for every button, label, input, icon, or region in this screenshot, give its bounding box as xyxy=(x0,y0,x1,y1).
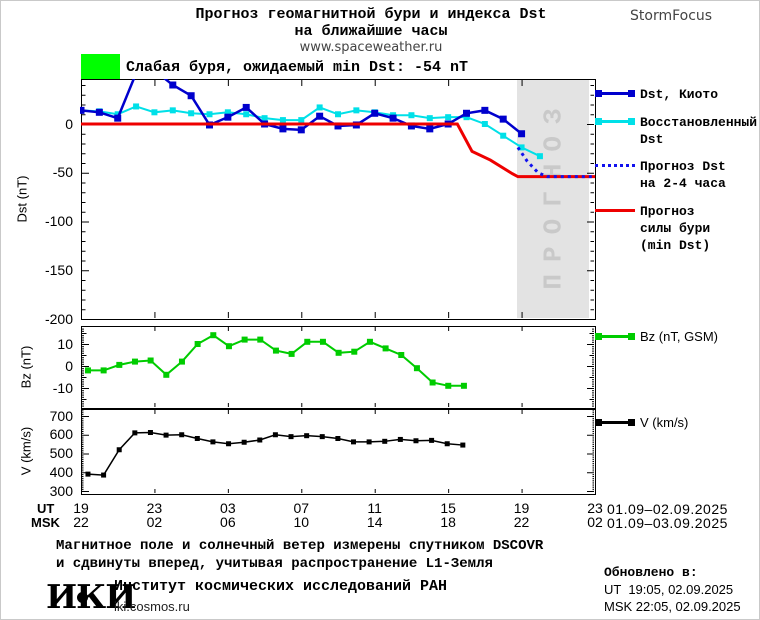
y-tick-label: 600 xyxy=(49,426,73,443)
legend-bz: Bz (nT, GSM) xyxy=(595,328,718,344)
forecast-region-label: ПРОГНОЗ xyxy=(538,96,569,290)
dst-restored-label: Восстановленный Dst xyxy=(640,115,758,147)
measurement-note-line1: Магнитное поле и солнечный ветер измерен… xyxy=(56,538,544,554)
storm-strength-label: Прогноз силы бури (min Dst) xyxy=(640,204,711,253)
msk-hour-label: 02 xyxy=(146,514,163,530)
y-tick-label: 10 xyxy=(57,335,73,352)
y-tick-label: 500 xyxy=(49,445,73,461)
ut-axis-key: UT xyxy=(37,501,55,516)
measurement-note-line2: и сдвинуты вперед, учитывая распростране… xyxy=(56,556,493,572)
dst-restored-swatch xyxy=(595,114,635,129)
updated-ut: UT 19:05, 02.09.2025 xyxy=(604,582,734,597)
msk-hour-label: 22 xyxy=(513,514,530,530)
updated-label: Обновлено в: xyxy=(604,565,698,580)
msk-hour-label: 14 xyxy=(366,514,383,530)
msk-hour-label: 18 xyxy=(440,514,456,530)
page-subtitle: на ближайшие часы xyxy=(294,23,448,40)
y-tick-label: -10 xyxy=(52,379,73,396)
iki-logo: ИКИ xyxy=(46,577,136,616)
title-block: Прогноз геомагнитной бури и индекса Dst … xyxy=(1,6,741,55)
legend-dst-restored: Восстановленный Dst xyxy=(595,113,757,148)
ut-hour-label: 19 xyxy=(73,500,89,516)
dst-forecast-swatch xyxy=(595,158,635,173)
ut-date-range: 01.09–02.09.2025 xyxy=(607,501,728,517)
y-tick-label: 0 xyxy=(65,357,73,374)
msk-hour-label: 22 xyxy=(73,514,89,530)
y-tick-label: -150 xyxy=(44,261,73,278)
ut-hour-label: 03 xyxy=(220,500,236,516)
y-tick-label: 0 xyxy=(65,115,73,132)
y-tick-label: -100 xyxy=(44,213,73,229)
site-url: www.spaceweather.ru xyxy=(299,40,443,55)
institute-site: iki.cosmos.ru xyxy=(114,599,190,614)
ut-hour-label: 19 xyxy=(513,500,530,516)
bz-label: Bz (nT, GSM) xyxy=(640,329,719,344)
y-tick-label: -50 xyxy=(52,164,73,181)
msk-axis-key: MSK xyxy=(31,515,60,530)
storm-alert-label: Слабая буря, ожидаемый min Dst: -54 nT xyxy=(126,59,469,76)
page-title: Прогноз геомагнитной бури и индекса Dst xyxy=(195,6,547,23)
ut-hour-label: 23 xyxy=(587,500,603,516)
dst-kyoto-swatch xyxy=(595,86,635,101)
iki-logo-circle xyxy=(77,592,88,603)
brand-label: StormFocus xyxy=(630,8,713,24)
institute-name: Институт космических исследований РАН xyxy=(114,578,448,595)
bz-swatch xyxy=(595,329,635,344)
y-tick-label: -200 xyxy=(44,310,73,327)
legend-dst-forecast: Прогноз Dst на 2-4 часа xyxy=(595,157,726,192)
v-label: V (km/s) xyxy=(640,415,689,430)
ut-hour-label: 23 xyxy=(146,500,163,516)
ut-hour-label: 07 xyxy=(293,500,310,516)
legend-v: V (km/s) xyxy=(595,414,688,430)
y-tick-label: 400 xyxy=(49,463,73,480)
msk-hour-label: 10 xyxy=(293,514,310,530)
updated-msk: MSK 22:05, 02.09.2025 xyxy=(604,599,741,614)
storm-level-swatch xyxy=(81,54,120,80)
forecast-region-label-box: ПРОГНОЗ xyxy=(517,80,590,318)
storm-strength-swatch xyxy=(595,203,635,218)
msk-hour-label: 06 xyxy=(220,514,236,530)
dst-forecast-label: Прогноз Dst на 2-4 часа xyxy=(640,159,726,191)
ut-hour-label: 11 xyxy=(367,500,382,516)
legend-storm-strength: Прогноз силы бури (min Dst) xyxy=(595,202,710,254)
v-swatch xyxy=(595,415,635,430)
ut-hour-label: 15 xyxy=(440,500,456,516)
msk-date-range: 01.09–03.09.2025 xyxy=(607,515,728,531)
msk-hour-label: 02 xyxy=(587,514,603,530)
y-tick-label: 300 xyxy=(49,482,73,499)
y-tick-label: 700 xyxy=(49,407,73,424)
dst-kyoto-label: Dst, Киото xyxy=(640,87,719,102)
legend-dst-kyoto: Dst, Киото xyxy=(595,85,718,103)
